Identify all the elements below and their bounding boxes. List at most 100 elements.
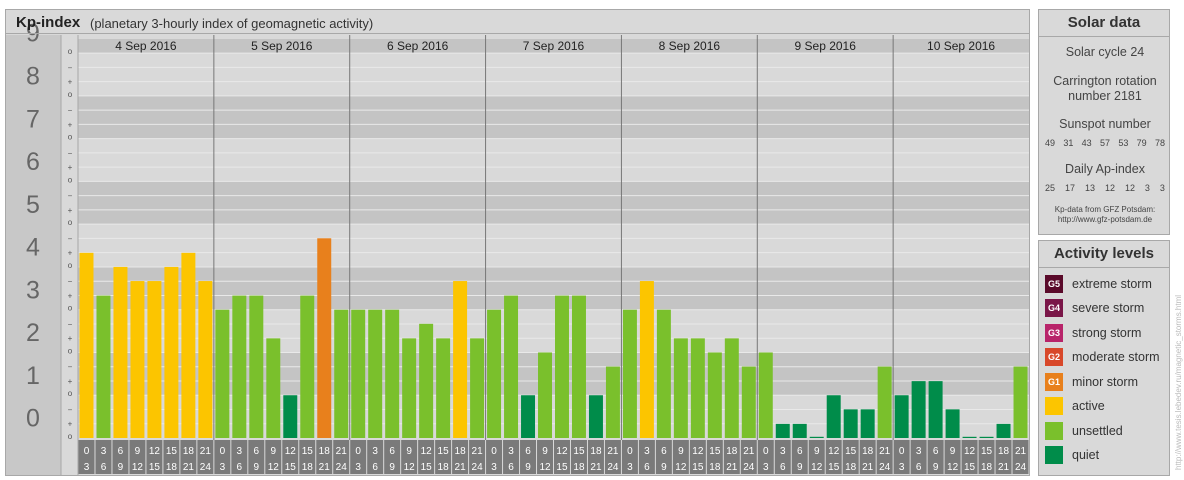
minor-tick-label: + xyxy=(68,120,73,129)
interval-end-label: 12 xyxy=(404,462,416,473)
interval-start-label: 0 xyxy=(355,446,361,457)
legend-item-g2: G2 moderate storm xyxy=(1045,347,1160,367)
interval-start-label: 18 xyxy=(998,446,1010,457)
interval-end-label: 18 xyxy=(981,462,993,473)
kp-bar xyxy=(79,252,94,438)
kp-bar xyxy=(690,338,705,438)
interval-end-label: 21 xyxy=(590,462,602,473)
interval-cell xyxy=(435,440,452,474)
interval-end-label: 21 xyxy=(862,462,874,473)
interval-end-label: 15 xyxy=(692,462,704,473)
interval-end-label: 24 xyxy=(607,462,619,473)
kp-bar xyxy=(775,423,790,438)
interval-cell xyxy=(367,440,384,474)
kp-bar xyxy=(249,295,264,438)
interval-end-label: 12 xyxy=(132,462,144,473)
source-link[interactable]: http://www.gfz-potsdam.de xyxy=(1057,215,1153,224)
minor-tick-label: − xyxy=(68,234,73,243)
minor-tick-label: + xyxy=(68,420,73,429)
interval-cell xyxy=(842,440,859,474)
kp-chart-panel: 0 1 2 3 4 5 6 7 8 9 o + − o + − o + − o + − o + − o + − o + − o + − o + − o 4 … xyxy=(5,9,1030,476)
interval-cell xyxy=(316,440,333,474)
kp-band xyxy=(61,39,1029,54)
interval-end-label: 6 xyxy=(101,462,107,473)
kp-band xyxy=(61,53,1029,96)
legend-label: extreme storm xyxy=(1072,277,1152,291)
interval-cell xyxy=(248,440,265,474)
kp-bar xyxy=(538,352,552,438)
solar-cycle: Solar cycle 24 xyxy=(1065,45,1145,59)
kp-bar xyxy=(741,366,756,438)
kp-bar xyxy=(453,281,468,438)
legend-item-g4: G4 severe storm xyxy=(1045,298,1144,318)
kp-bar xyxy=(470,338,485,438)
interval-start-label: 3 xyxy=(372,446,378,457)
ap-index-value: 13 xyxy=(1084,183,1095,193)
day-label: 8 Sep 2016 xyxy=(659,39,721,53)
interval-cell xyxy=(910,440,927,474)
kp-bar xyxy=(130,281,145,438)
interval-start-label: 18 xyxy=(183,446,195,457)
interval-cell xyxy=(299,440,316,474)
interval-start-label: 15 xyxy=(302,446,314,457)
interval-end-label: 3 xyxy=(355,462,361,473)
interval-start-label: 3 xyxy=(644,446,650,457)
kp-bar xyxy=(826,395,841,438)
minor-tick-label: o xyxy=(68,304,73,313)
interval-cell xyxy=(486,440,503,474)
kp-bar xyxy=(181,252,196,438)
kp-bar xyxy=(283,395,298,438)
ap-index-title: Daily Ap-index xyxy=(1065,162,1145,176)
interval-end-label: 21 xyxy=(319,462,331,473)
interval-start-label: 3 xyxy=(101,446,107,457)
day-label: 4 Sep 2016 xyxy=(115,39,177,53)
kp-bar xyxy=(707,352,722,438)
minor-axis-area xyxy=(61,35,78,475)
interval-start-label: 9 xyxy=(950,446,956,457)
interval-end-label: 3 xyxy=(899,462,905,473)
interval-end-label: 9 xyxy=(118,462,124,473)
kp-bar xyxy=(622,309,637,438)
kp-bar xyxy=(487,309,502,438)
interval-start-label: 6 xyxy=(389,446,395,457)
interval-cell xyxy=(825,440,842,474)
interval-start-label: 21 xyxy=(472,446,484,457)
interval-start-label: 0 xyxy=(220,446,226,457)
interval-cell xyxy=(520,440,537,474)
interval-cell xyxy=(604,440,621,474)
y-tick-label: 8 xyxy=(26,62,40,90)
kp-bar xyxy=(232,295,247,438)
interval-start-label: 0 xyxy=(763,446,769,457)
kp-bar xyxy=(792,423,807,438)
interval-end-label: 18 xyxy=(438,462,450,473)
interval-cell xyxy=(638,440,655,474)
kp-bar xyxy=(673,338,688,438)
minor-tick-label: o xyxy=(68,261,73,270)
minor-tick-label: − xyxy=(68,405,73,414)
interval-start-label: 6 xyxy=(525,446,531,457)
interval-end-label: 24 xyxy=(200,462,212,473)
chart-header: Kp-index (planetary 3-hourly index of ge… xyxy=(6,10,1029,34)
interval-cell xyxy=(978,440,995,474)
kp-bar xyxy=(605,366,620,438)
minor-tick-label: + xyxy=(68,163,73,172)
legend-label: unsettled xyxy=(1072,424,1123,438)
interval-start-label: 18 xyxy=(862,446,874,457)
kp-band xyxy=(61,95,1029,139)
interval-cell xyxy=(774,440,791,474)
interval-end-label: 6 xyxy=(508,462,514,473)
kp-bar xyxy=(928,381,943,438)
interval-end-label: 21 xyxy=(726,462,738,473)
interval-start-label: 9 xyxy=(135,446,141,457)
ap-index-value: 25 xyxy=(1045,183,1056,193)
y-tick-label: 1 xyxy=(26,362,40,390)
minor-tick-label: o xyxy=(68,218,73,227)
interval-end-label: 9 xyxy=(389,462,395,473)
interval-end-label: 3 xyxy=(491,462,497,473)
sunspot-value: 53 xyxy=(1118,138,1129,148)
kp-bar xyxy=(1013,366,1028,438)
interval-cell xyxy=(129,440,146,474)
interval-cell xyxy=(163,440,180,474)
kp-bar xyxy=(758,352,773,438)
